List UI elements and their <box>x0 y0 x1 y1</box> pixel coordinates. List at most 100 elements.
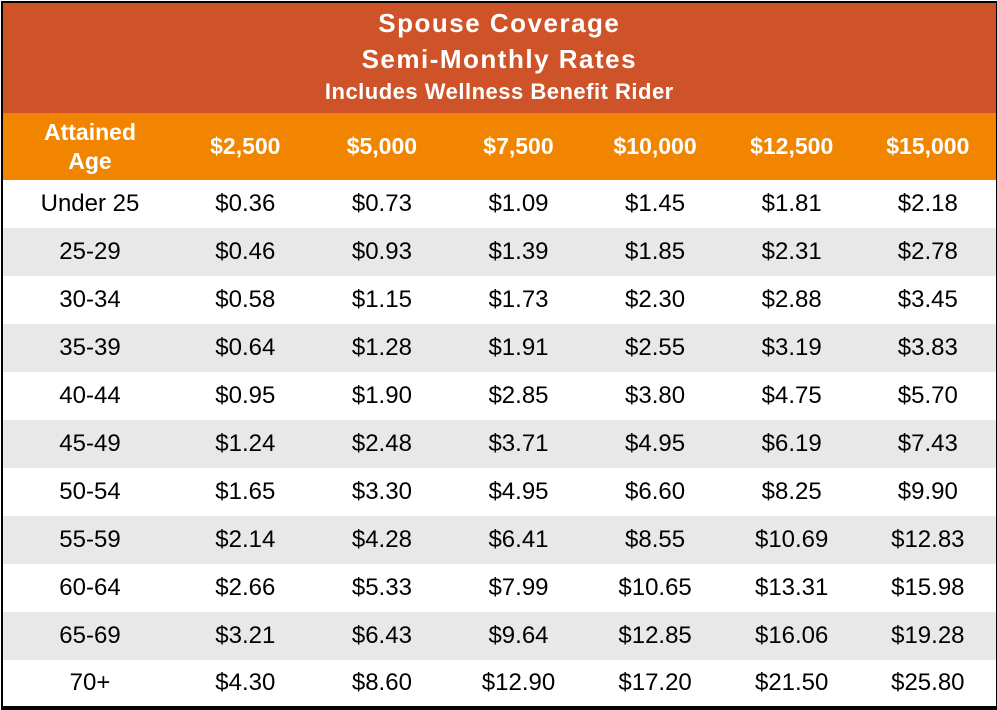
rate-cell: $1.85 <box>586 228 724 276</box>
table-row-65-69: 65-69 $3.21 $6.43 $9.64 $12.85 $16.06 $1… <box>2 612 997 660</box>
rate-cell: $12.85 <box>586 612 724 660</box>
age-cell: 50-54 <box>2 468 177 516</box>
table-row-55-59: 55-59 $2.14 $4.28 $6.41 $8.55 $10.69 $12… <box>2 516 997 564</box>
title-line-rates: Semi-Monthly Rates <box>361 44 638 74</box>
table-title: Spouse Coverage Semi-Monthly Rates Inclu… <box>2 2 997 113</box>
age-cell: 25-29 <box>2 228 177 276</box>
rate-cell: $1.90 <box>313 372 451 420</box>
rate-cell: $8.55 <box>586 516 724 564</box>
attained-age-label: Attained Age <box>44 118 136 174</box>
table-row-35-39: 35-39 $0.64 $1.28 $1.91 $2.55 $3.19 $3.8… <box>2 324 997 372</box>
rate-cell: $4.95 <box>586 420 724 468</box>
rate-cell: $1.28 <box>313 324 451 372</box>
rate-cell: $2.85 <box>450 372 587 420</box>
rate-cell: $2.78 <box>859 228 997 276</box>
rate-cell: $5.70 <box>859 372 997 420</box>
column-header-7500: $7,500 <box>450 113 587 180</box>
rate-cell: $0.46 <box>177 228 314 276</box>
rate-cell: $2.66 <box>177 564 314 612</box>
rate-cell: $25.80 <box>859 660 997 708</box>
column-header-row: Attained Age $2,500 $5,000 $7,500 $10,00… <box>2 113 997 180</box>
rate-cell: $6.41 <box>450 516 587 564</box>
rate-cell: $6.19 <box>723 420 860 468</box>
rate-cell: $3.21 <box>177 612 314 660</box>
rate-cell: $1.65 <box>177 468 314 516</box>
rate-cell: $10.65 <box>586 564 724 612</box>
age-cell: 30-34 <box>2 276 177 324</box>
rate-cell: $1.09 <box>450 180 587 228</box>
rate-cell: $3.30 <box>313 468 451 516</box>
rate-cell: $0.93 <box>313 228 451 276</box>
column-header-12500: $12,500 <box>723 113 860 180</box>
rate-cell: $1.24 <box>177 420 314 468</box>
rate-cell: $4.75 <box>723 372 860 420</box>
table-row-30-34: 30-34 $0.58 $1.15 $1.73 $2.30 $2.88 $3.4… <box>2 276 997 324</box>
rate-cell: $12.90 <box>450 660 587 708</box>
age-cell: 60-64 <box>2 564 177 612</box>
rate-cell: $1.81 <box>723 180 860 228</box>
rate-cell: $21.50 <box>723 660 860 708</box>
table-row-50-54: 50-54 $1.65 $3.30 $4.95 $6.60 $8.25 $9.9… <box>2 468 997 516</box>
table-row-60-64: 60-64 $2.66 $5.33 $7.99 $10.65 $13.31 $1… <box>2 564 997 612</box>
rate-cell: $0.73 <box>313 180 451 228</box>
rate-cell: $1.15 <box>313 276 451 324</box>
table-row-45-49: 45-49 $1.24 $2.48 $3.71 $4.95 $6.19 $7.4… <box>2 420 997 468</box>
rate-cell: $5.33 <box>313 564 451 612</box>
rate-cell: $12.83 <box>859 516 997 564</box>
rate-cell: $16.06 <box>723 612 860 660</box>
rate-cell: $15.98 <box>859 564 997 612</box>
rate-cell: $17.20 <box>586 660 724 708</box>
rate-cell: $4.28 <box>313 516 451 564</box>
rate-cell: $0.58 <box>177 276 314 324</box>
rate-cell: $9.90 <box>859 468 997 516</box>
rate-cell: $19.28 <box>859 612 997 660</box>
age-cell: Under 25 <box>2 180 177 228</box>
rate-cell: $2.48 <box>313 420 451 468</box>
rate-cell: $2.18 <box>859 180 997 228</box>
age-cell: 65-69 <box>2 612 177 660</box>
rate-cell: $2.30 <box>586 276 724 324</box>
rate-cell: $3.19 <box>723 324 860 372</box>
age-cell: 35-39 <box>2 324 177 372</box>
column-header-10000: $10,000 <box>586 113 724 180</box>
rate-cell: $7.43 <box>859 420 997 468</box>
rate-cell: $0.64 <box>177 324 314 372</box>
rate-cell: $2.55 <box>586 324 724 372</box>
column-header-15000: $15,000 <box>859 113 997 180</box>
rate-cell: $8.60 <box>313 660 451 708</box>
rate-cell: $0.95 <box>177 372 314 420</box>
column-header-attained-age: Attained Age <box>2 113 177 180</box>
age-cell: 40-44 <box>2 372 177 420</box>
rate-cell: $3.45 <box>859 276 997 324</box>
age-cell: 55-59 <box>2 516 177 564</box>
rate-cell: $4.30 <box>177 660 314 708</box>
rate-cell: $10.69 <box>723 516 860 564</box>
rate-cell: $2.88 <box>723 276 860 324</box>
rate-cell: $8.25 <box>723 468 860 516</box>
rate-cell: $3.80 <box>586 372 724 420</box>
rate-cell: $3.71 <box>450 420 587 468</box>
rate-cell: $2.14 <box>177 516 314 564</box>
table-row-under-25: Under 25 $0.36 $0.73 $1.09 $1.45 $1.81 $… <box>2 180 997 228</box>
title-row: Spouse Coverage Semi-Monthly Rates Inclu… <box>2 2 997 113</box>
rate-cell: $7.99 <box>450 564 587 612</box>
rate-cell: $2.31 <box>723 228 860 276</box>
rate-cell: $3.83 <box>859 324 997 372</box>
rate-cell: $1.39 <box>450 228 587 276</box>
rate-cell: $6.60 <box>586 468 724 516</box>
column-header-5000: $5,000 <box>313 113 451 180</box>
title-line-rider: Includes Wellness Benefit Rider <box>324 79 674 104</box>
rate-cell: $1.45 <box>586 180 724 228</box>
table-row-70-plus: 70+ $4.30 $8.60 $12.90 $17.20 $21.50 $25… <box>2 660 997 708</box>
rate-cell: $4.95 <box>450 468 587 516</box>
rate-cell: $13.31 <box>723 564 860 612</box>
title-line-coverage: Spouse Coverage <box>378 8 621 38</box>
age-cell: 70+ <box>2 660 177 708</box>
rate-cell: $6.43 <box>313 612 451 660</box>
table-row-25-29: 25-29 $0.46 $0.93 $1.39 $1.85 $2.31 $2.7… <box>2 228 997 276</box>
table-row-40-44: 40-44 $0.95 $1.90 $2.85 $3.80 $4.75 $5.7… <box>2 372 997 420</box>
age-cell: 45-49 <box>2 420 177 468</box>
column-header-2500: $2,500 <box>177 113 314 180</box>
